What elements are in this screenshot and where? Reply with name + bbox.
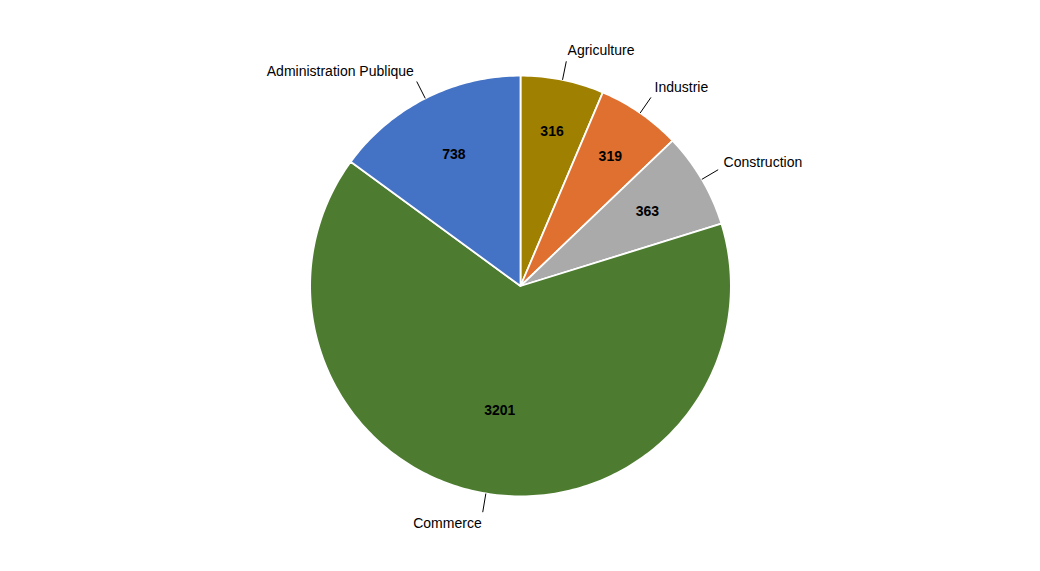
svg-text:363: 363: [636, 203, 660, 219]
svg-text:Construction: Construction: [724, 154, 803, 170]
svg-text:Agriculture: Agriculture: [568, 42, 635, 58]
svg-text:Administration Publique: Administration Publique: [267, 63, 414, 79]
svg-text:316: 316: [540, 123, 564, 139]
svg-text:Industrie: Industrie: [655, 79, 709, 95]
svg-text:3201: 3201: [484, 402, 515, 418]
svg-text:738: 738: [442, 146, 466, 162]
svg-text:Commerce: Commerce: [413, 515, 482, 531]
svg-text:319: 319: [599, 148, 623, 164]
